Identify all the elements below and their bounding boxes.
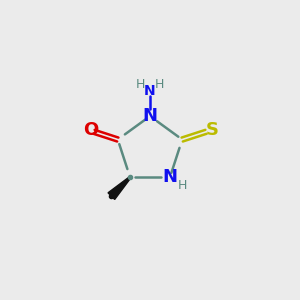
Polygon shape [108, 177, 131, 200]
Text: S: S [206, 121, 219, 139]
Text: O: O [83, 121, 98, 139]
Text: H: H [136, 78, 145, 91]
Text: N: N [142, 107, 158, 125]
Text: N: N [162, 168, 177, 186]
Text: H: H [178, 179, 187, 192]
Text: H: H [155, 78, 164, 91]
Text: N: N [144, 84, 156, 98]
